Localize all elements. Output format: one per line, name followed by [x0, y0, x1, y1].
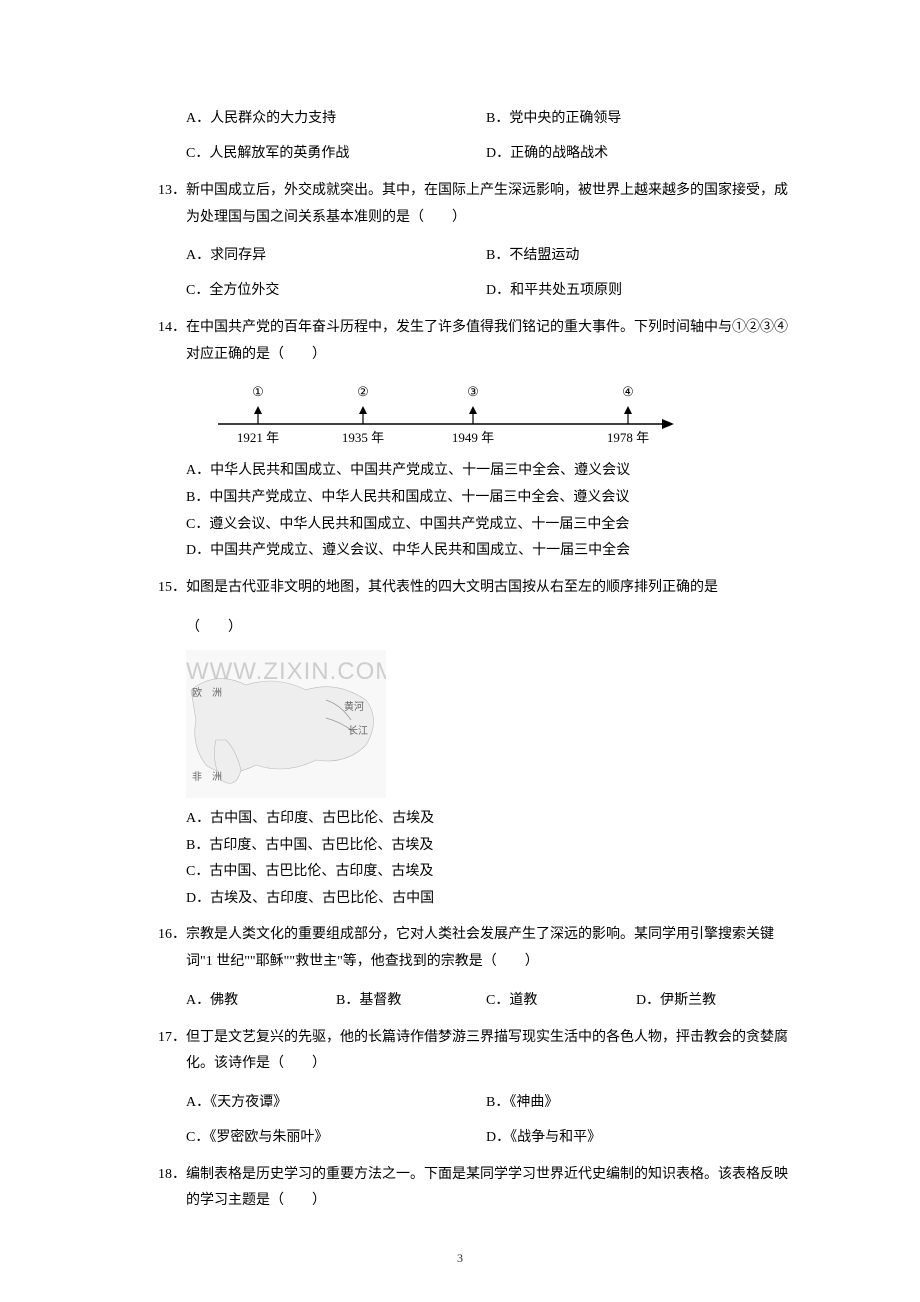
q14-opt-b: B．中国共产党成立、中华人民共和国成立、十一届三中全会、遵义会议 [158, 485, 795, 512]
svg-text:②: ② [357, 384, 369, 399]
q17-opt-a: A．《天方夜谭》 [186, 1092, 486, 1113]
q15-opt-d: D．古埃及、古印度、古巴比伦、古中国 [158, 886, 795, 913]
svg-text:④: ④ [622, 384, 634, 399]
q12-opt-a: A．人民群众的大力支持 [186, 108, 486, 129]
q12-options: A．人民群众的大力支持 B．党中央的正确领导 C．人民解放军的英勇作战 D．正确… [158, 108, 795, 164]
q16-opt-d: D．伊斯兰教 [636, 990, 786, 1011]
map-label-africa: 非 洲 [192, 768, 222, 783]
q12-opt-b: B．党中央的正确领导 [486, 108, 786, 129]
svg-text:1921 年: 1921 年 [237, 430, 279, 445]
timeline-svg: ① 1921 年 ② 1935 年 ③ 1949 年 ④ 1978 年 [208, 382, 678, 452]
q14-stem: 14．在中国共产党的百年奋斗历程中，发生了许多值得我们铭记的重大事件。下列时间轴… [158, 315, 795, 368]
q18-stem: 18．编制表格是历史学习的重要方法之一。下面是某同学学习世界近代史编制的知识表格… [158, 1162, 795, 1215]
page-number: 3 [0, 1251, 920, 1266]
q16: 16．宗教是人类文化的重要组成部分，它对人类社会发展产生了深远的影响。某同学用引… [158, 922, 795, 1010]
q17-opt-c: C．《罗密欧与朱丽叶》 [186, 1127, 486, 1148]
q16-opt-b: B．基督教 [336, 990, 486, 1011]
q17: 17．但丁是文艺复兴的先驱，他的长篇诗作借梦游三界描写现实生活中的各色人物，抨击… [158, 1025, 795, 1148]
q15-opt-b: B．古印度、古中国、古巴比伦、古埃及 [158, 833, 795, 860]
q13-opt-b: B．不结盟运动 [486, 245, 786, 266]
q16-opt-a: A．佛教 [186, 990, 336, 1011]
svg-text:1935 年: 1935 年 [342, 430, 384, 445]
q18: 18．编制表格是历史学习的重要方法之一。下面是某同学学习世界近代史编制的知识表格… [158, 1162, 795, 1215]
map-label-yangtze: 长江 [348, 722, 368, 737]
q16-stem: 16．宗教是人类文化的重要组成部分，它对人类社会发展产生了深远的影响。某同学用引… [158, 922, 795, 975]
q17-opt-b: B．《神曲》 [486, 1092, 786, 1113]
svg-text:①: ① [252, 384, 264, 399]
svg-text:1949 年: 1949 年 [452, 430, 494, 445]
q13-opt-c: C．全方位外交 [186, 280, 486, 301]
q13-opt-a: A．求同存异 [186, 245, 486, 266]
q14-opt-a: A．中华人民共和国成立、中国共产党成立、十一届三中全会、遵义会议 [158, 458, 795, 485]
q15-stem: 15．如图是古代亚非文明的地图，其代表性的四大文明古国按从右至左的顺序排列正确的… [158, 575, 795, 602]
q12-opt-d: D．正确的战略战术 [486, 143, 786, 164]
q14-opt-d: D．中国共产党成立、遵义会议、中华人民共和国成立、十一届三中全会 [158, 538, 795, 565]
q17-stem: 17．但丁是文艺复兴的先驱，他的长篇诗作借梦游三界描写现实生活中的各色人物，抨击… [158, 1025, 795, 1078]
map-label-europe: 欧 洲 [192, 684, 222, 699]
q16-opt-c: C．道教 [486, 990, 636, 1011]
q15: 15．如图是古代亚非文明的地图，其代表性的四大文明古国按从右至左的顺序排列正确的… [158, 575, 795, 913]
watermark-text: WWW.ZIXIN.COM.CN [186, 658, 386, 686]
q15-map: WWW.ZIXIN.COM.CN 欧 洲 非 洲 黄河 长江 [186, 650, 386, 798]
map-label-yellow: 黄河 [344, 698, 364, 713]
q13-opt-d: D．和平共处五项原则 [486, 280, 786, 301]
q15-opt-c: C．古中国、古巴比伦、古印度、古埃及 [158, 859, 795, 886]
q17-opt-d: D．《战争与和平》 [486, 1127, 786, 1148]
q15-opt-a: A．古中国、古印度、古巴比伦、古埃及 [158, 806, 795, 833]
q13-stem: 13．新中国成立后，外交成就突出。其中，在国际上产生深远影响，被世界上越来越多的… [158, 178, 795, 231]
q13: 13．新中国成立后，外交成就突出。其中，在国际上产生深远影响，被世界上越来越多的… [158, 178, 795, 301]
q14-opt-c: C．遵义会议、中华人民共和国成立、中国共产党成立、十一届三中全会 [158, 512, 795, 539]
q12-opt-c: C．人民解放军的英勇作战 [186, 143, 486, 164]
q15-bracket: （ ） [158, 615, 795, 642]
q14-timeline: ① 1921 年 ② 1935 年 ③ 1949 年 ④ 1978 年 [208, 382, 795, 452]
q14: 14．在中国共产党的百年奋斗历程中，发生了许多值得我们铭记的重大事件。下列时间轴… [158, 315, 795, 565]
svg-text:1978 年: 1978 年 [607, 430, 649, 445]
svg-text:③: ③ [467, 384, 479, 399]
